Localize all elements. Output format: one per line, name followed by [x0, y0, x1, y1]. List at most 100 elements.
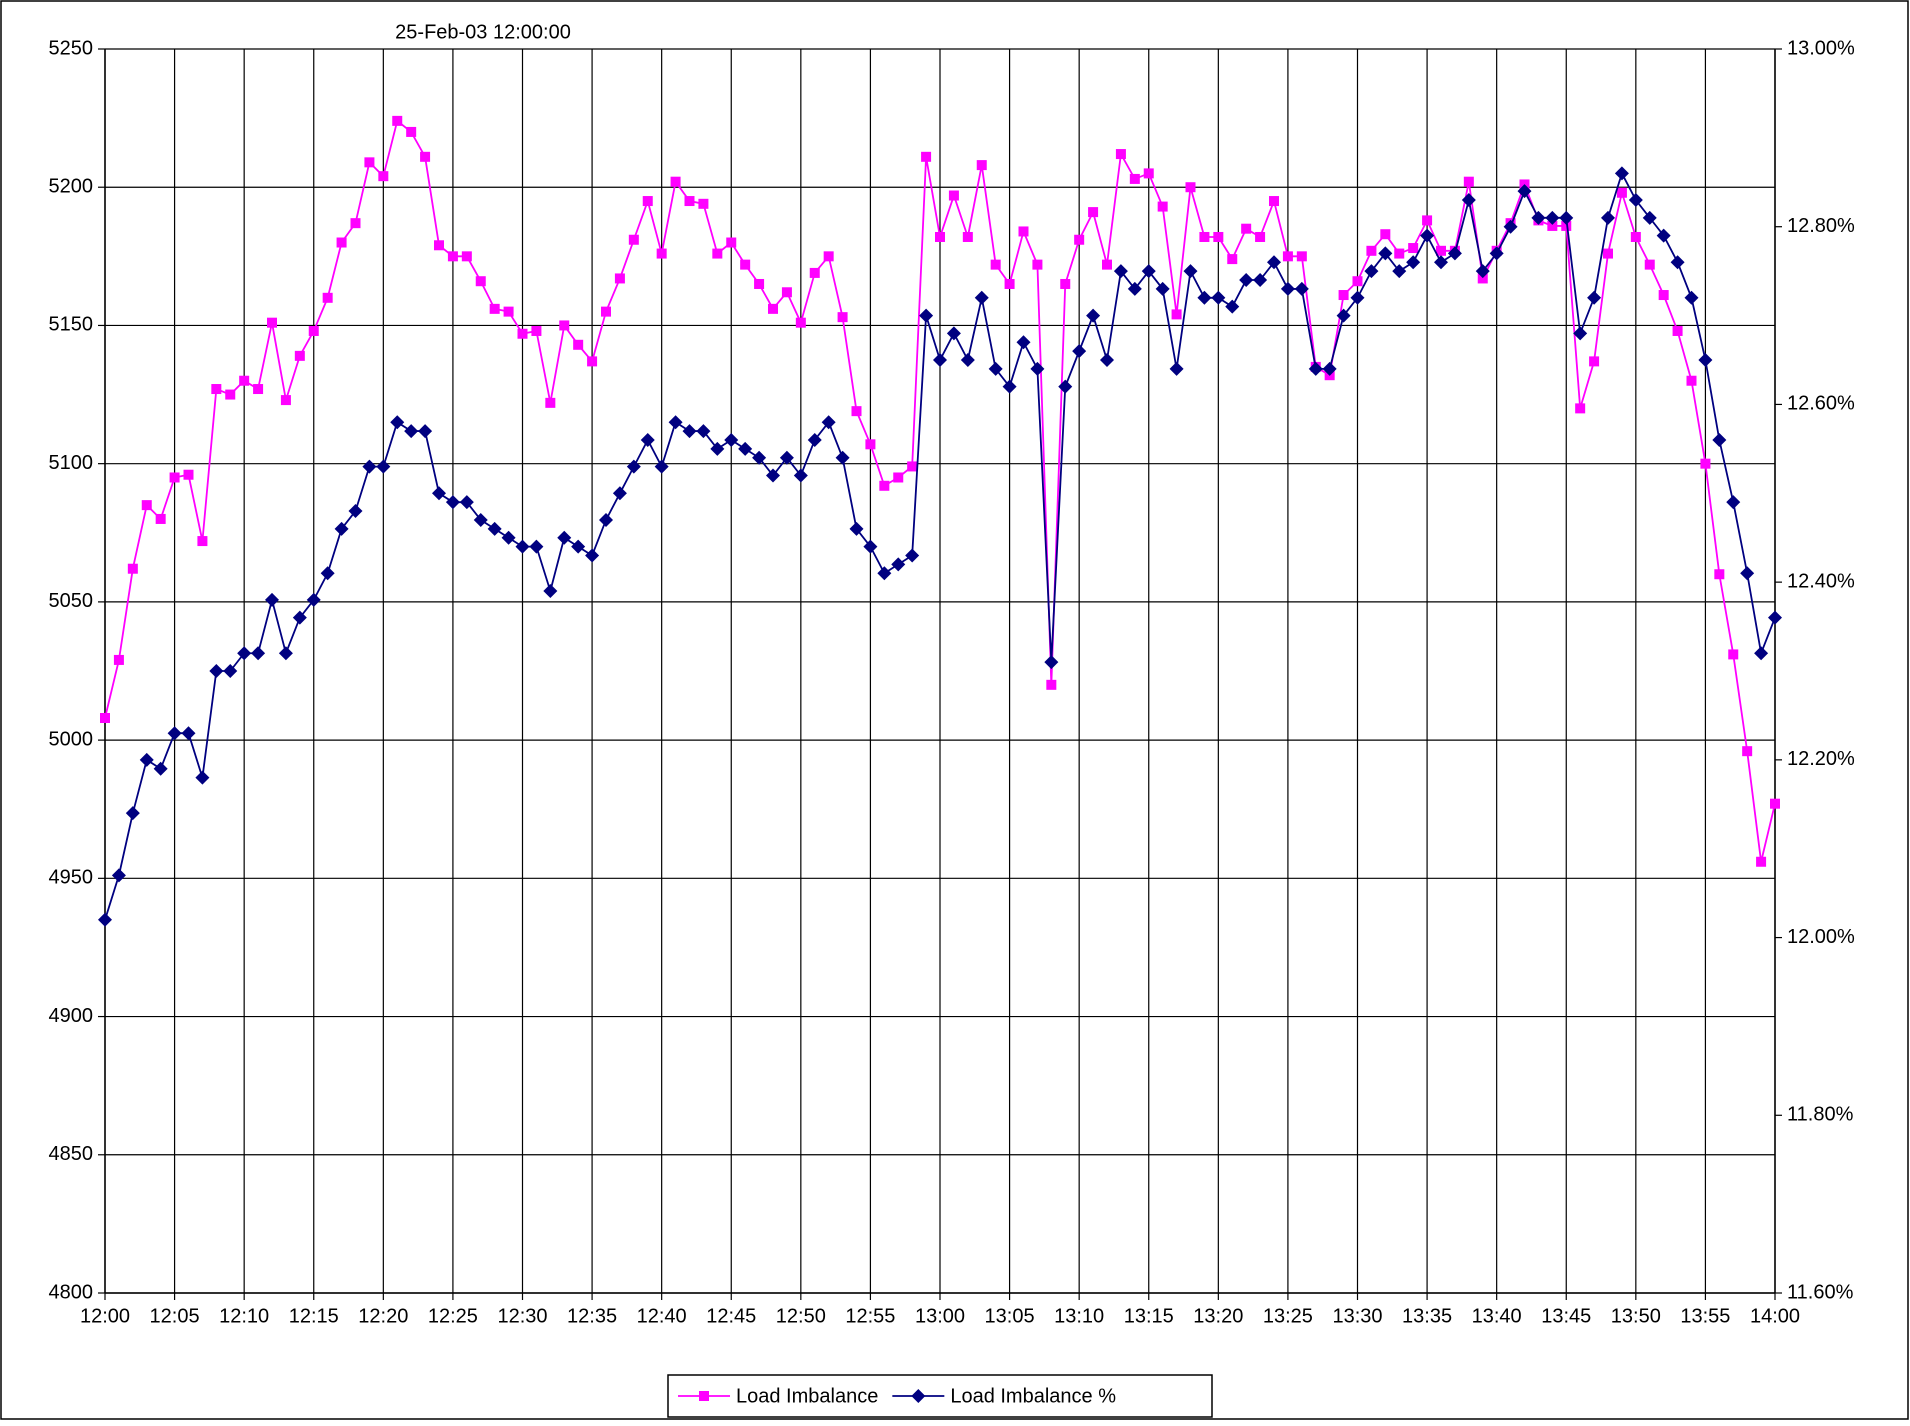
- data-point: [1628, 193, 1643, 208]
- data-point: [1684, 290, 1699, 305]
- data-point: [362, 459, 377, 474]
- data-point: [921, 151, 932, 162]
- data-point: [1575, 403, 1586, 414]
- data-point: [489, 303, 500, 314]
- data-point: [682, 424, 697, 439]
- data-point: [795, 317, 806, 328]
- data-point: [1115, 149, 1126, 160]
- data-point: [459, 495, 474, 510]
- data-point: [253, 384, 264, 395]
- data-point: [1422, 215, 1433, 226]
- data-point: [1672, 325, 1683, 336]
- data-point: [211, 384, 222, 395]
- data-point: [933, 353, 947, 367]
- x-tick-label: 12:55: [845, 1305, 895, 1327]
- data-point: [988, 361, 1003, 376]
- y2-tick-label: 12.60%: [1787, 393, 1855, 415]
- data-point: [1336, 308, 1351, 323]
- data-point: [1601, 210, 1615, 225]
- data-point: [865, 439, 876, 450]
- data-point: [781, 287, 792, 298]
- data-point: [1239, 273, 1254, 288]
- data-point: [557, 530, 572, 545]
- x-tick-label: 12:50: [776, 1305, 826, 1327]
- data-point: [1616, 187, 1627, 198]
- data-point: [738, 441, 753, 456]
- data-point: [237, 646, 252, 661]
- data-point: [863, 539, 878, 554]
- data-point: [197, 536, 208, 547]
- x-tick-label: 13:40: [1472, 1305, 1522, 1327]
- data-point: [668, 415, 683, 430]
- data-point: [1060, 278, 1071, 289]
- data-point: [404, 424, 419, 439]
- data-point: [626, 459, 641, 474]
- data-point: [1714, 569, 1725, 580]
- data-point: [501, 530, 516, 545]
- data-point: [1044, 655, 1059, 670]
- data-point: [1199, 231, 1210, 242]
- data-point: [1100, 353, 1114, 367]
- data-point: [348, 504, 363, 519]
- data-point: [1698, 353, 1713, 367]
- data-point: [1658, 290, 1669, 301]
- legend-marker: [911, 1389, 926, 1403]
- data-point: [503, 306, 514, 317]
- data-point: [517, 328, 528, 339]
- x-tick-label: 12:25: [428, 1305, 478, 1327]
- data-point: [1143, 168, 1154, 179]
- y-tick-label: 5000: [49, 728, 94, 750]
- data-point: [376, 459, 391, 474]
- x-tick-label: 13:35: [1402, 1305, 1452, 1327]
- data-point: [1700, 458, 1711, 469]
- data-point: [420, 151, 431, 162]
- data-point: [571, 539, 586, 554]
- data-point: [1463, 176, 1474, 187]
- x-tick-label: 12:35: [567, 1305, 617, 1327]
- data-point: [1002, 379, 1017, 394]
- x-tick-label: 13:30: [1332, 1305, 1382, 1327]
- data-point: [1531, 210, 1546, 225]
- data-point: [1589, 356, 1600, 367]
- data-point: [656, 248, 667, 259]
- data-point: [1086, 308, 1101, 323]
- data-point: [823, 251, 834, 262]
- data-point: [599, 512, 613, 527]
- y2-tick-label: 12.80%: [1787, 215, 1855, 237]
- legend: Load Imbalance Load Imbalance %: [667, 1374, 1213, 1418]
- data-point: [111, 868, 126, 883]
- data-point: [113, 654, 124, 665]
- data-point: [1185, 182, 1196, 193]
- data-point: [768, 303, 778, 314]
- data-point: [181, 726, 196, 741]
- x-tick-label: 12:05: [150, 1305, 200, 1327]
- data-point: [1141, 264, 1156, 279]
- data-point: [1573, 326, 1588, 341]
- data-point: [1269, 196, 1279, 207]
- data-point: [1547, 220, 1558, 231]
- data-point: [1046, 679, 1057, 690]
- data-point: [98, 912, 112, 927]
- data-point: [1642, 210, 1657, 225]
- data-point: [1018, 226, 1029, 237]
- data-point: [1127, 281, 1142, 296]
- chart-title: 25-Feb-03 12:00:00: [395, 21, 571, 43]
- data-point: [515, 539, 530, 554]
- data-point: [726, 237, 737, 248]
- data-point: [1129, 173, 1140, 184]
- data-point: [1113, 264, 1128, 279]
- data-point: [779, 450, 794, 465]
- x-tick-label: 13:55: [1680, 1305, 1730, 1327]
- x-tick-label: 12:10: [219, 1305, 269, 1327]
- data-point: [418, 424, 433, 439]
- data-point: [153, 761, 168, 776]
- data-point: [793, 468, 808, 483]
- data-point: [1461, 193, 1476, 208]
- data-point: [698, 198, 709, 209]
- data-point: [614, 273, 625, 284]
- y-tick-label: 5150: [49, 314, 94, 336]
- data-point: [390, 415, 405, 430]
- data-point: [292, 610, 307, 625]
- x-tick-label: 13:10: [1054, 1305, 1104, 1327]
- data-point: [1227, 254, 1238, 265]
